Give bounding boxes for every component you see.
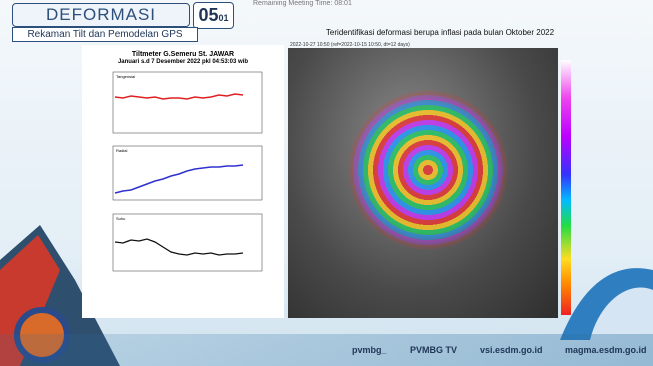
- colorbar: [561, 60, 571, 315]
- website: magma.esdm.go.id: [565, 345, 647, 355]
- footer-bar: [0, 334, 653, 366]
- tilt-title: Tiltmeter G.Semeru St. JAWAR: [131, 51, 235, 58]
- insar-subtitle: 2022-10-27 10:50 (ref=2022-10-15 10:50, …: [290, 42, 410, 48]
- interferogram-fringes: [348, 90, 508, 250]
- number: 05: [198, 5, 219, 25]
- panel-label: Radial: [116, 148, 128, 153]
- slide-subtitle: Rekaman Tilt dan Pemodelan GPS: [12, 27, 198, 42]
- tilt-plots: [112, 71, 263, 272]
- panel-label: Tangensial: [116, 74, 136, 79]
- mountain-decor: [0, 225, 120, 366]
- tilt-period: Januari s.d 7 Desember 2022 pkl 04:53:03…: [117, 59, 249, 65]
- slide-number: 0501: [193, 2, 234, 29]
- wave-decor: [560, 268, 653, 340]
- tv-channel: PVMBG TV: [410, 345, 458, 355]
- number-sub: 01: [218, 13, 229, 23]
- slide-title: DEFORMASI: [12, 3, 190, 27]
- meeting-timer: Remaining Meeting Time: 08:01: [253, 0, 352, 7]
- insar-title: Teridentifikasi deformasi berupa inflasi…: [325, 28, 555, 37]
- panel-label: Suhu: [116, 216, 126, 221]
- social-handle: pvmbg_: [352, 345, 387, 355]
- tiltmeter-panel: Tiltmeter G.Semeru St. JAWAR Januari s.d…: [82, 45, 284, 318]
- website: vsi.esdm.go.id: [480, 345, 543, 355]
